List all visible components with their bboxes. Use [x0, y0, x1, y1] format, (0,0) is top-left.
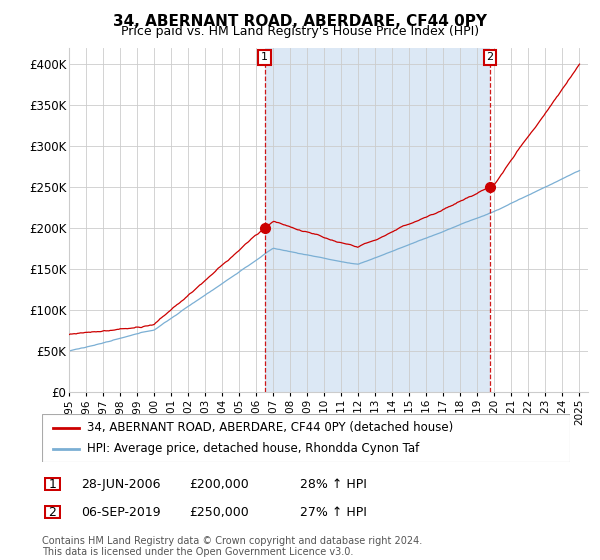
Text: 1: 1 [261, 53, 268, 63]
Text: HPI: Average price, detached house, Rhondda Cynon Taf: HPI: Average price, detached house, Rhon… [87, 442, 419, 455]
Bar [265, 48, 490, 392]
Text: 28% ↑ HPI: 28% ↑ HPI [300, 478, 367, 491]
Text: 34, ABERNANT ROAD, ABERDARE, CF44 0PY (detached house): 34, ABERNANT ROAD, ABERDARE, CF44 0PY (d… [87, 421, 453, 434]
Text: 27% ↑ HPI: 27% ↑ HPI [300, 506, 367, 519]
Text: 2: 2 [48, 506, 56, 519]
Text: £250,000: £250,000 [189, 506, 249, 519]
Text: £200,000: £200,000 [189, 478, 249, 491]
Text: 34, ABERNANT ROAD, ABERDARE, CF44 0PY: 34, ABERNANT ROAD, ABERDARE, CF44 0PY [113, 14, 487, 29]
Text: 2: 2 [487, 53, 494, 63]
Text: 28-JUN-2006: 28-JUN-2006 [81, 478, 161, 491]
Text: 06-SEP-2019: 06-SEP-2019 [81, 506, 161, 519]
Text: Contains HM Land Registry data © Crown copyright and database right 2024.
This d: Contains HM Land Registry data © Crown c… [42, 535, 422, 557]
Text: Price paid vs. HM Land Registry's House Price Index (HPI): Price paid vs. HM Land Registry's House … [121, 25, 479, 38]
Text: 1: 1 [48, 478, 56, 491]
